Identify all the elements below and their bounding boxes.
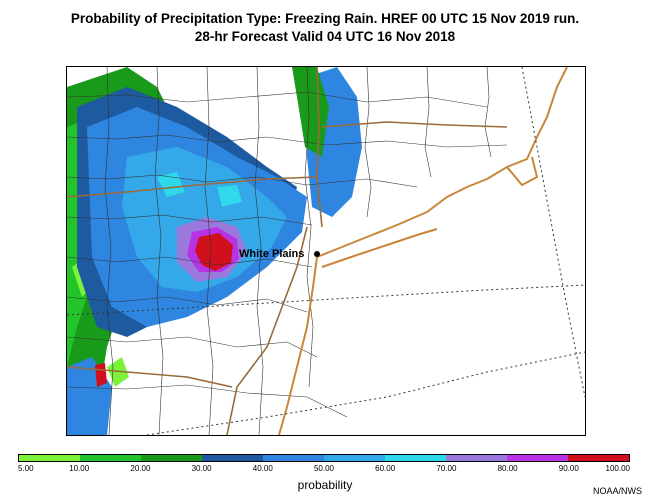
legend-tick-label: 30.00 (191, 464, 212, 473)
map-title: Probability of Precipitation Type: Freez… (0, 10, 650, 46)
shade-south-red (95, 363, 107, 387)
legend-segment-5 (324, 455, 385, 461)
shade-cyan-spots (157, 172, 242, 207)
city-label-white-plains: White Plains (239, 248, 305, 260)
legend-ticks: 5.00 10.00 20.00 30.00 40.00 50.00 60.00 70.00 8… (18, 464, 630, 476)
legend-tick-label: 5.00 (18, 464, 34, 473)
legend-tick-label: 70.00 (436, 464, 457, 473)
legend-tick-label: 40.00 (252, 464, 273, 473)
legend-color-bar (18, 454, 630, 462)
legend-segment-0 (19, 455, 80, 461)
legend-tick-label: 20.00 (130, 464, 151, 473)
legend-tick-label: 50.00 (313, 464, 335, 473)
legend-segment-6 (385, 455, 446, 461)
shade-red-core (195, 233, 233, 271)
shade-north-green (292, 67, 329, 157)
probability-shading (67, 67, 362, 435)
grid-lines (67, 67, 585, 435)
legend-segment-2 (141, 455, 202, 461)
forecast-map: White Plains (66, 66, 586, 436)
coastline (278, 67, 568, 435)
legend-tick-label: 80.00 (497, 464, 518, 473)
state-borders (67, 67, 508, 435)
legend-segment-9 (568, 455, 629, 461)
legend-label: probability (297, 478, 353, 492)
credit-text: NOAA/NWS (592, 486, 642, 496)
legend-segment-4 (263, 455, 324, 461)
legend-segment-3 (202, 455, 263, 461)
legend-tick-label: 100.00 (605, 464, 630, 473)
county-borders (67, 67, 508, 435)
legend-segment-7 (446, 455, 507, 461)
title-line-2: 28-hr Forecast Valid 04 UTC 16 Nov 2018 (194, 29, 456, 44)
legend-tick-label: 60.00 (375, 464, 396, 473)
map-canvas (67, 67, 585, 435)
title-line-1: Probability of Precipitation Type: Freez… (70, 11, 580, 26)
legend-tick-label: 10.00 (69, 464, 90, 473)
city-marker-dot (314, 251, 320, 257)
ocean (317, 107, 585, 435)
legend-segment-8 (507, 455, 568, 461)
legend-segment-1 (80, 455, 141, 461)
legend-tick-label: 90.00 (558, 464, 579, 473)
